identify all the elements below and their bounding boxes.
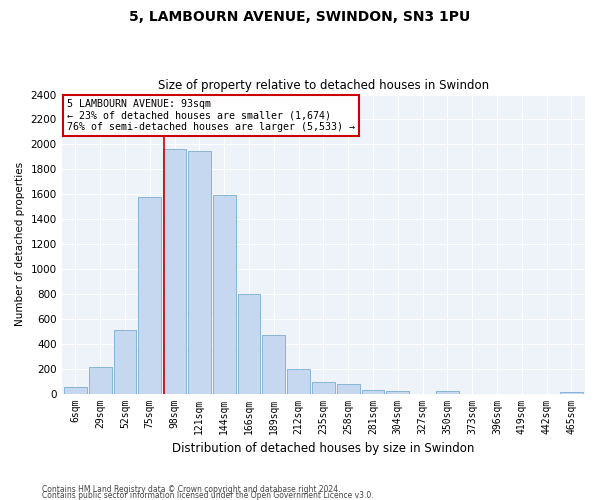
Text: Contains HM Land Registry data © Crown copyright and database right 2024.: Contains HM Land Registry data © Crown c… bbox=[42, 484, 341, 494]
Bar bbox=[89, 367, 112, 394]
Bar bbox=[113, 330, 136, 394]
Bar bbox=[386, 391, 409, 394]
Y-axis label: Number of detached properties: Number of detached properties bbox=[15, 162, 25, 326]
X-axis label: Distribution of detached houses by size in Swindon: Distribution of detached houses by size … bbox=[172, 442, 475, 455]
Bar bbox=[139, 196, 161, 394]
Bar bbox=[436, 391, 459, 394]
Bar bbox=[262, 335, 285, 394]
Bar bbox=[213, 196, 236, 394]
Bar bbox=[64, 388, 87, 394]
Bar bbox=[287, 370, 310, 394]
Bar bbox=[362, 390, 385, 394]
Bar bbox=[238, 294, 260, 394]
Bar bbox=[188, 150, 211, 394]
Bar bbox=[560, 392, 583, 394]
Bar bbox=[337, 384, 359, 394]
Bar bbox=[163, 150, 186, 394]
Text: 5, LAMBOURN AVENUE, SWINDON, SN3 1PU: 5, LAMBOURN AVENUE, SWINDON, SN3 1PU bbox=[130, 10, 470, 24]
Text: Contains public sector information licensed under the Open Government Licence v3: Contains public sector information licen… bbox=[42, 490, 374, 500]
Text: 5 LAMBOURN AVENUE: 93sqm
← 23% of detached houses are smaller (1,674)
76% of sem: 5 LAMBOURN AVENUE: 93sqm ← 23% of detach… bbox=[67, 99, 355, 132]
Bar bbox=[312, 382, 335, 394]
Title: Size of property relative to detached houses in Swindon: Size of property relative to detached ho… bbox=[158, 79, 489, 92]
